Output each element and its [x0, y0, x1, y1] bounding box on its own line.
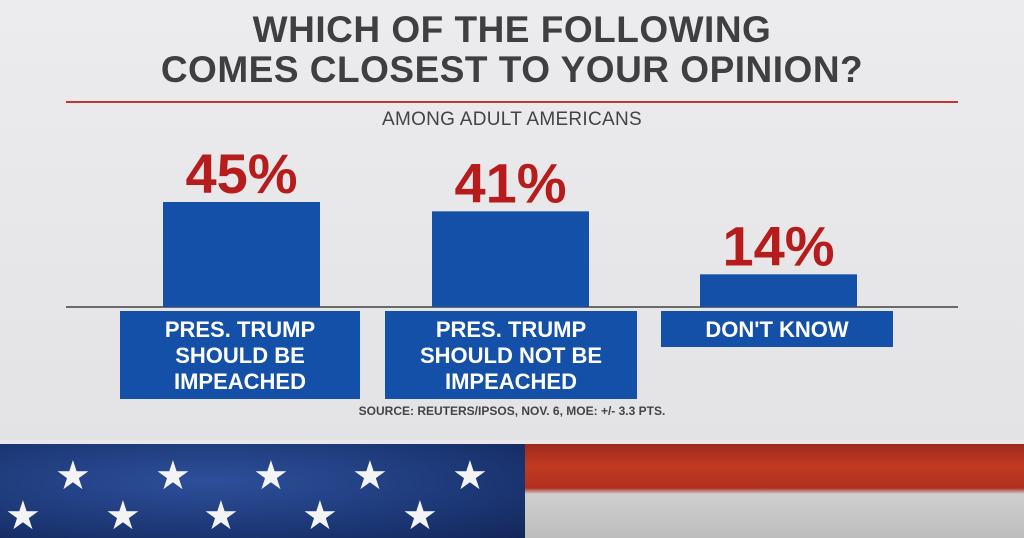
- star-icon: ★: [105, 493, 141, 538]
- star-icon: ★: [55, 453, 91, 499]
- category-label-1-line-1: PRES. TRUMP: [165, 317, 315, 342]
- star-icon: ★: [452, 453, 488, 499]
- title-divider: [66, 101, 958, 103]
- category-label-1-line-3: IMPEACHED: [174, 369, 306, 394]
- category-box-3: [661, 311, 893, 347]
- star-icon: ★: [5, 493, 41, 538]
- category-label-2-line-1: PRES. TRUMP: [436, 317, 586, 342]
- value-label-2: 41%: [454, 151, 566, 214]
- source-note: SOURCE: REUTERS/IPSOS, NOV. 6, MOE: +/- …: [358, 404, 666, 418]
- us-flag-banner: ★ ★ ★ ★ ★ ★ ★ ★ ★ ★: [0, 444, 1024, 538]
- flag-stripes: [525, 444, 1024, 538]
- chart-title: WHICH OF THE FOLLOWING COMES CLOSEST TO …: [0, 10, 1024, 90]
- category-label-2-line-2: SHOULD NOT BE: [420, 343, 602, 368]
- star-icon: ★: [203, 493, 239, 538]
- bar-3: [700, 274, 857, 307]
- bar-1: [163, 202, 320, 307]
- title-line-2: COMES CLOSEST TO YOUR OPINION?: [160, 49, 864, 90]
- chart-subtitle: AMONG ADULT AMERICANS: [381, 109, 643, 130]
- star-icon: ★: [155, 453, 191, 499]
- star-icon: ★: [302, 493, 338, 538]
- star-icon: ★: [402, 493, 438, 538]
- category-label-2-line-3: IMPEACHED: [445, 369, 577, 394]
- flag-canton: [0, 444, 525, 538]
- value-label-3: 14%: [722, 214, 834, 277]
- star-icon: ★: [253, 453, 289, 499]
- bar-2: [432, 211, 589, 307]
- category-label-1-line-2: SHOULD BE: [175, 343, 305, 368]
- title-line-1: WHICH OF THE FOLLOWING: [252, 9, 772, 50]
- category-label-3-line-1: DON'T KNOW: [705, 317, 849, 342]
- category-box-2: [385, 311, 637, 399]
- value-label-1: 45%: [185, 142, 297, 205]
- category-box-1: [120, 311, 360, 399]
- star-icon: ★: [352, 453, 388, 499]
